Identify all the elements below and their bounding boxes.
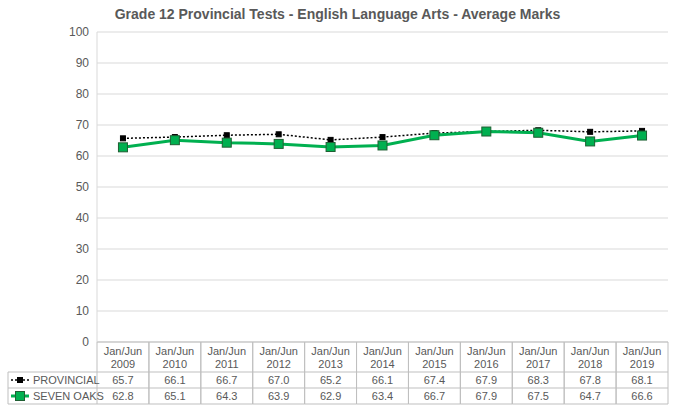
svg-text:Jan/Jun: Jan/Jun <box>363 345 402 357</box>
svg-text:67.0: 67.0 <box>268 374 289 386</box>
svg-text:Jan/Jun: Jan/Jun <box>156 345 195 357</box>
svg-text:SEVEN OAKS: SEVEN OAKS <box>33 390 104 402</box>
svg-text:Jan/Jun: Jan/Jun <box>519 345 558 357</box>
svg-text:67.4: 67.4 <box>424 374 445 386</box>
svg-text:66.1: 66.1 <box>164 374 185 386</box>
svg-text:2019: 2019 <box>630 358 654 370</box>
svg-text:Jan/Jun: Jan/Jun <box>415 345 454 357</box>
svg-text:2017: 2017 <box>526 358 550 370</box>
svg-text:63.4: 63.4 <box>372 390 393 402</box>
svg-text:66.7: 66.7 <box>424 390 445 402</box>
svg-text:Jan/Jun: Jan/Jun <box>104 345 143 357</box>
svg-text:68.1: 68.1 <box>631 374 652 386</box>
svg-text:2010: 2010 <box>163 358 187 370</box>
svg-text:66.6: 66.6 <box>631 390 652 402</box>
svg-text:40: 40 <box>76 211 90 225</box>
svg-text:0: 0 <box>82 335 89 349</box>
svg-text:Jan/Jun: Jan/Jun <box>208 345 247 357</box>
svg-text:2011: 2011 <box>215 358 239 370</box>
svg-text:2014: 2014 <box>370 358 394 370</box>
svg-text:60: 60 <box>76 149 90 163</box>
svg-text:Jan/Jun: Jan/Jun <box>571 345 610 357</box>
svg-text:2012: 2012 <box>266 358 290 370</box>
svg-text:80: 80 <box>76 87 90 101</box>
svg-text:90: 90 <box>76 56 90 70</box>
svg-text:66.7: 66.7 <box>216 374 237 386</box>
svg-text:30: 30 <box>76 242 90 256</box>
svg-text:65.1: 65.1 <box>164 390 185 402</box>
svg-text:100: 100 <box>69 25 89 39</box>
svg-text:10: 10 <box>76 304 90 318</box>
svg-text:2009: 2009 <box>111 358 135 370</box>
svg-text:PROVINCIAL: PROVINCIAL <box>33 374 100 386</box>
svg-text:Jan/Jun: Jan/Jun <box>311 345 350 357</box>
svg-text:65.7: 65.7 <box>112 374 133 386</box>
html-text:Grade 12 Provincial Tests - En: Grade 12 Provincial Tests - English Lang… <box>114 6 561 22</box>
svg-text:66.1: 66.1 <box>372 374 393 386</box>
svg-text:Jan/Jun: Jan/Jun <box>259 345 298 357</box>
svg-text:68.3: 68.3 <box>528 374 549 386</box>
svg-text:2015: 2015 <box>422 358 446 370</box>
svg-text:63.9: 63.9 <box>268 390 289 402</box>
svg-text:2018: 2018 <box>578 358 602 370</box>
svg-text:2013: 2013 <box>318 358 342 370</box>
svg-text:62.8: 62.8 <box>112 390 133 402</box>
svg-text:64.7: 64.7 <box>579 390 600 402</box>
svg-text:70: 70 <box>76 118 90 132</box>
svg-text:2016: 2016 <box>474 358 498 370</box>
svg-text:Jan/Jun: Jan/Jun <box>623 345 662 357</box>
svg-text:50: 50 <box>76 180 90 194</box>
svg-text:20: 20 <box>76 273 90 287</box>
svg-text:67.9: 67.9 <box>476 374 497 386</box>
svg-text:Jan/Jun: Jan/Jun <box>467 345 506 357</box>
svg-text:64.3: 64.3 <box>216 390 237 402</box>
svg-text:67.9: 67.9 <box>476 390 497 402</box>
svg-text:62.9: 62.9 <box>320 390 341 402</box>
svg-text:67.8: 67.8 <box>579 374 600 386</box>
svg-text:67.5: 67.5 <box>528 390 549 402</box>
svg-text:65.2: 65.2 <box>320 374 341 386</box>
